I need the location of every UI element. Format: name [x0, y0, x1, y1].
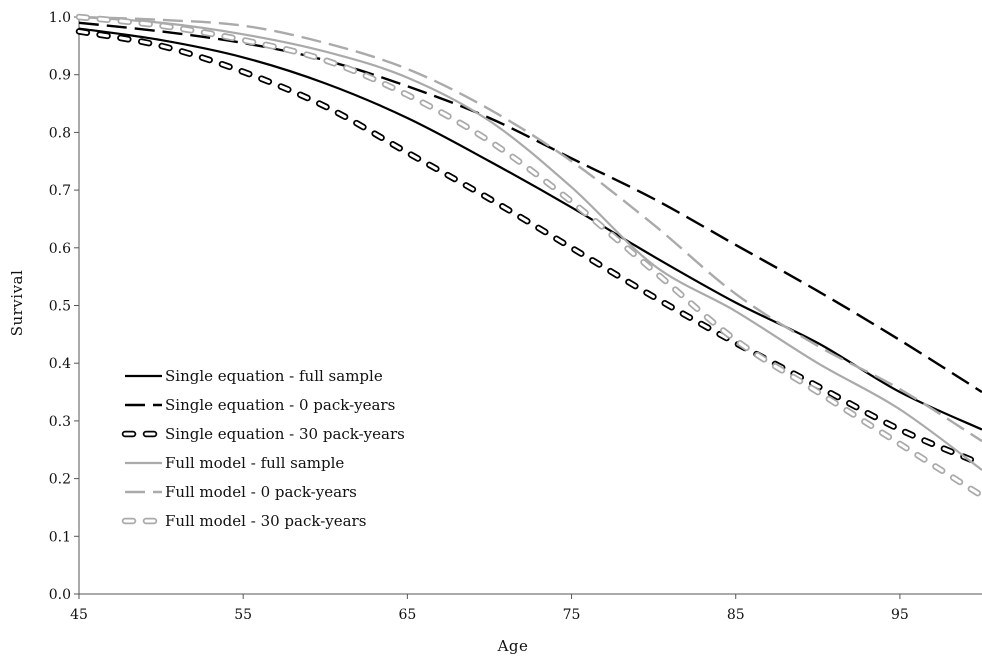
- legend-label-5: Full model - 0 pack-years: [165, 483, 357, 501]
- x-tick-label: 75: [563, 607, 581, 623]
- y-tick-label: 0.5: [49, 299, 71, 315]
- y-tick-label: 0.6: [49, 241, 71, 257]
- legend-label-3: Single equation - 30 pack-years: [165, 425, 405, 443]
- legend-label-2: Single equation - 0 pack-years: [165, 396, 395, 414]
- x-tick-label: 55: [234, 607, 252, 623]
- y-axis-label: Survival: [8, 270, 26, 337]
- x-axis-label: Age: [497, 637, 529, 655]
- legend-label-4: Full model - full sample: [165, 454, 344, 472]
- y-tick-label: 0.2: [49, 472, 71, 488]
- series-line-4: [78, 15, 982, 471]
- x-tick-label: 65: [398, 607, 416, 623]
- series-line-1: [78, 27, 982, 431]
- y-tick-label: 0.4: [49, 356, 71, 372]
- series-line-5: [78, 15, 982, 443]
- axes-layer: 0.0 0.1 0.2 0.3 0.4 0.5 0.6 0.7 0.8 0.9 1.0 45 55 65 7…: [49, 10, 982, 623]
- legend-label-1: Single equation - full sample: [165, 367, 383, 385]
- y-tick-label: 0.7: [49, 183, 71, 199]
- y-tick-label: 0.3: [49, 414, 71, 430]
- legend-label-6: Full model - 30 pack-years: [165, 512, 366, 530]
- series-line-6: [75, 13, 982, 500]
- x-tick-label: 45: [70, 607, 88, 623]
- y-tick-label: 0.8: [49, 125, 71, 141]
- series-layer: [75, 13, 982, 500]
- y-tick-label: 0.0: [49, 587, 71, 603]
- y-tick-label: 0.9: [49, 68, 71, 84]
- y-tick-label: 1.0: [49, 10, 71, 26]
- series-line-2: [78, 21, 982, 394]
- x-tick-label: 95: [891, 607, 909, 623]
- legend: Single equation - full sample Single equa…: [121, 367, 405, 530]
- x-tick-label: 85: [727, 607, 745, 623]
- y-tick-label: 0.1: [49, 529, 71, 545]
